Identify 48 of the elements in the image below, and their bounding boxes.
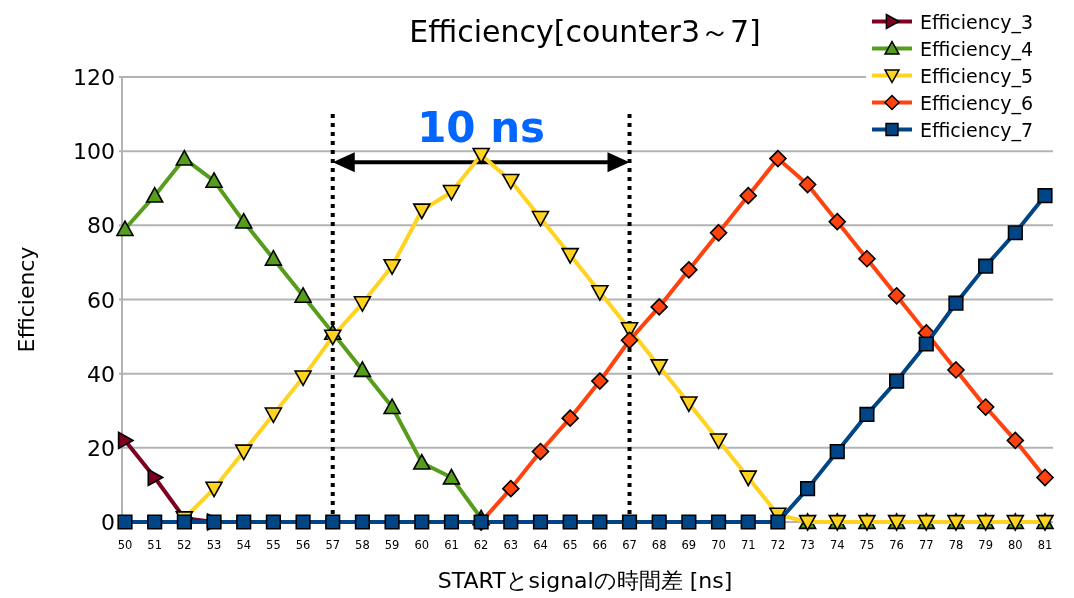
x-tick-label: 80 [1008, 538, 1023, 552]
x-tick-label: 77 [918, 538, 934, 552]
chart-title: Efficiency[counter3～7] [409, 14, 761, 49]
x-tick-label: 55 [266, 538, 281, 552]
x-tick-label: 58 [355, 538, 370, 552]
annotation: 10 ns [417, 103, 546, 153]
x-tick-label: 66 [592, 538, 608, 552]
y-tick-label: 60 [87, 287, 115, 313]
x-tick-label: 52 [177, 538, 192, 552]
x-tick-label: 70 [711, 538, 726, 552]
x-tick-label: 62 [473, 538, 489, 552]
y-tick-label: 80 [87, 213, 115, 239]
x-tick-label: 74 [829, 538, 845, 552]
x-tick-label: 57 [325, 538, 341, 552]
x-tick-label: 53 [206, 538, 222, 552]
x-axis-title: STARTとsignalの時間差 [ns] [437, 568, 733, 593]
x-tick-label: 81 [1037, 538, 1053, 552]
y-axis-title: Efficiency [14, 246, 39, 353]
x-tick-label: 59 [384, 538, 400, 552]
x-tick-label: 71 [740, 538, 756, 552]
x-tick-label: 56 [295, 538, 311, 552]
x-tick-label: 54 [236, 538, 252, 552]
x-tick-label: 50 [117, 538, 133, 552]
x-tick-label: 76 [889, 538, 904, 552]
x-tick-label: 65 [562, 538, 578, 552]
y-tick-label: 120 [73, 65, 115, 90]
legend-label: Efficiency_4 [920, 37, 1034, 61]
x-tick-label: 51 [147, 538, 162, 552]
x-tick-label: 73 [800, 538, 815, 552]
x-tick-label: 68 [651, 538, 667, 552]
x-tick-label: 72 [770, 538, 786, 552]
legend-label: Efficiency_7 [920, 118, 1034, 142]
x-tick-label: 79 [978, 538, 993, 552]
x-tick-label: 60 [414, 538, 430, 552]
x-tick-label: 61 [444, 538, 459, 552]
x-tick-label: 78 [948, 538, 964, 552]
legend-label: Efficiency_3 [920, 10, 1034, 34]
x-tick-label: 67 [622, 538, 637, 552]
y-tick-label: 0 [101, 510, 115, 535]
y-tick-label: 100 [73, 139, 115, 165]
legend-label: Efficiency_6 [920, 91, 1034, 115]
legend-label: Efficiency_5 [920, 64, 1034, 88]
y-tick-label: 20 [87, 435, 115, 461]
x-tick-label: 63 [503, 538, 519, 552]
x-tick-label: 75 [859, 538, 875, 552]
x-tick-label: 64 [533, 538, 548, 552]
y-tick-label: 40 [87, 361, 115, 387]
x-tick-label: 69 [681, 538, 697, 552]
